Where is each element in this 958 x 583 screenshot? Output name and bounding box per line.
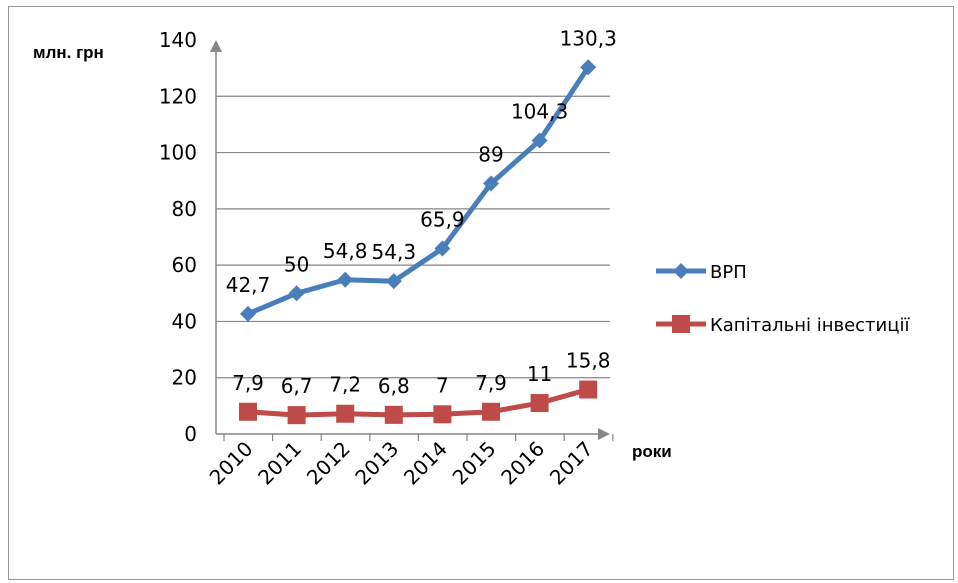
data-point-marker [531, 132, 548, 149]
data-point-marker [483, 175, 499, 192]
data-label: 15,8 [566, 349, 611, 373]
x-tick-label: 2013 [350, 437, 403, 490]
series-line-vrp [247, 65, 591, 317]
data-point-marker [580, 59, 597, 76]
axes [210, 40, 614, 441]
legend-label: ВРП [710, 262, 747, 283]
chart-frame [8, 6, 954, 580]
data-point-marker [337, 271, 354, 288]
legend-item: Капітальні інвестиції [656, 315, 910, 336]
legend-item: ВРП [656, 262, 747, 283]
data-point-marker [579, 380, 598, 399]
data-label: 42,7 [226, 273, 271, 297]
data-label: 130,3 [560, 26, 617, 50]
data-labels: 42,7 50 54,8 54,365,9 89 104,3 130,3 7,9 6,7 7,2 6… [226, 26, 617, 398]
data-point-marker [433, 405, 452, 424]
y-tick-label: 20 [172, 366, 197, 390]
data-point-marker [288, 285, 305, 302]
data-label: 7,9 [475, 371, 507, 395]
x-tick-label: 2012 [302, 437, 355, 490]
data-label: 54,8 [323, 239, 368, 263]
data-label: 50 [284, 252, 309, 276]
y-tick-label: 60 [172, 253, 197, 277]
data-label: 11 [527, 362, 552, 386]
y-axis-ticks: 0 20 40 60 80 100 120 140 [159, 28, 197, 446]
legend-marker [673, 263, 689, 279]
y-axis-arrow [210, 40, 222, 52]
data-point-marker [384, 405, 403, 424]
data-point-marker [482, 402, 500, 421]
x-tick-label: 2011 [253, 437, 306, 490]
y-tick-label: 40 [172, 309, 197, 333]
data-label: 65,9 [420, 208, 465, 232]
legend-marker [672, 315, 690, 333]
y-tick-label: 140 [159, 28, 197, 52]
legend: ВРП Капітальні інвестиції [656, 262, 910, 336]
data-point-marker [434, 240, 451, 257]
data-label: 7 [436, 373, 449, 397]
x-tick-label: 2017 [545, 437, 598, 490]
x-axis-arrow [598, 428, 610, 440]
y-tick-label: 120 [159, 84, 197, 108]
data-label: 89 [478, 143, 503, 167]
data-label: 6,7 [281, 374, 313, 398]
data-label: 6,8 [378, 374, 410, 398]
data-point-marker [240, 305, 256, 322]
data-point-marker [287, 406, 306, 425]
data-label: 54,3 [372, 240, 417, 264]
data-point-marker [239, 402, 257, 421]
y-axis-title: млн. грн [33, 43, 104, 62]
data-label: 104,3 [511, 99, 568, 123]
legend-label: Капітальні інвестиції [710, 315, 910, 336]
y-tick-label: 100 [159, 141, 197, 165]
y-tick-label: 0 [184, 422, 197, 446]
gridlines [216, 95, 610, 379]
data-label: 7,2 [329, 373, 361, 397]
y-tick-label: 80 [172, 197, 197, 221]
series-lines [239, 59, 598, 425]
x-tick-label: 2015 [448, 437, 501, 490]
x-tick-label: 2016 [496, 437, 549, 490]
x-tick-label: 2014 [399, 437, 452, 490]
data-point-marker [530, 394, 549, 413]
data-point-marker [385, 273, 402, 290]
x-tick-label: 2010 [205, 437, 258, 490]
x-axis-title: роки [632, 442, 672, 461]
data-label: 7,9 [232, 371, 264, 395]
data-point-marker [336, 404, 355, 423]
